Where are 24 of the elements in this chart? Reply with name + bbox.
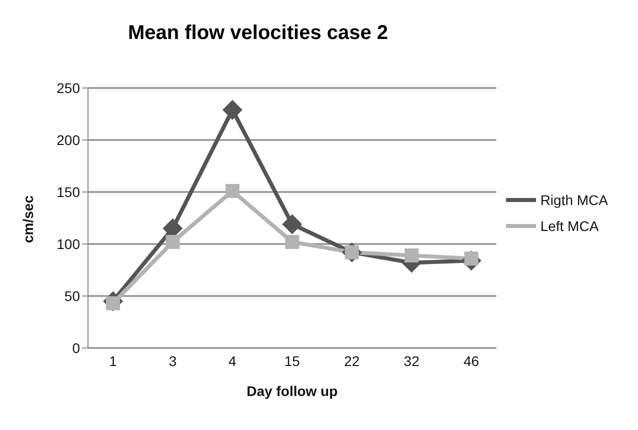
y-tick-label: 150	[56, 184, 80, 200]
x-tick-label: 15	[284, 352, 300, 369]
x-tick-label: 46	[464, 352, 480, 369]
y-tick-label: 200	[56, 132, 80, 148]
x-tick-label: 3	[168, 352, 177, 369]
chart-title: Mean flow velocities case 2	[126, 22, 390, 45]
y-tick-label: 250	[56, 80, 80, 96]
y-axis-title: cm/sec	[20, 195, 36, 243]
point	[285, 234, 300, 249]
y-tick-label: 50	[64, 288, 80, 304]
x-tick-label: 22	[344, 352, 360, 369]
legend-label: Left MCA	[540, 218, 599, 234]
y-tick-label: 100	[56, 236, 80, 252]
point	[166, 234, 180, 249]
y-tick-label: 0	[72, 340, 80, 356]
x-tick-label: 1	[109, 352, 118, 369]
point	[222, 100, 242, 120]
point	[404, 248, 419, 262]
x-tick-label: 32	[404, 352, 420, 369]
x-axis-title: Day follow up	[246, 383, 338, 399]
legend-label: Rigth MCA	[540, 192, 608, 208]
x-tick-label: 4	[228, 352, 237, 369]
point	[282, 214, 302, 234]
point	[225, 184, 240, 198]
